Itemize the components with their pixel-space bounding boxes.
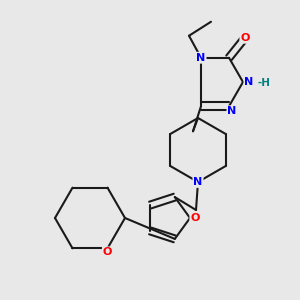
Text: N: N <box>194 177 202 187</box>
Text: N: N <box>227 106 237 116</box>
Text: O: O <box>103 247 112 257</box>
Text: N: N <box>244 77 253 87</box>
Text: O: O <box>240 33 250 43</box>
Text: -H: -H <box>257 78 270 88</box>
Text: N: N <box>196 53 206 63</box>
Text: O: O <box>190 213 200 223</box>
